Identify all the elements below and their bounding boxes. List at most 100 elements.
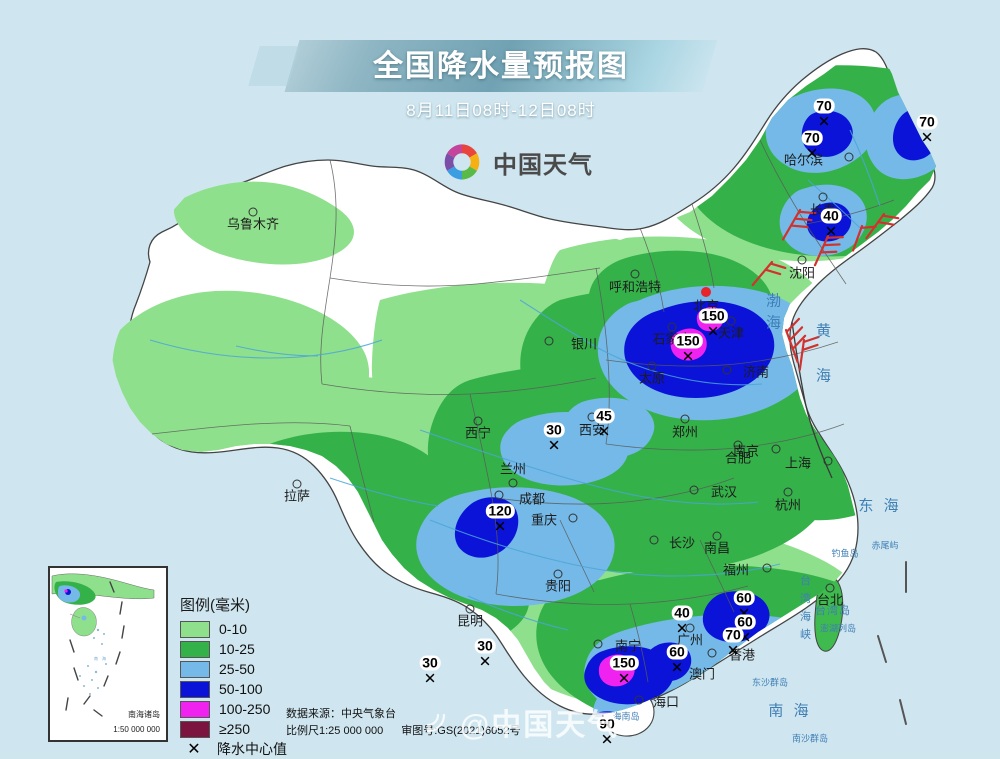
sea-label: 黄 (815, 322, 835, 340)
precip-center-value-text: 70 (813, 98, 835, 114)
city-label: 贵阳 (544, 578, 572, 594)
city-marker (680, 414, 690, 424)
city-label: 太原 (638, 370, 666, 386)
svg-text:南 海: 南 海 (94, 655, 106, 661)
legend-row: 10-25 (180, 639, 300, 659)
city-marker (647, 361, 657, 371)
precip-center-value[interactable]: ✕ 90 (596, 716, 618, 748)
south-sea-boundary-dashes (877, 561, 907, 725)
precip-center-value[interactable]: ✕60 (734, 614, 756, 646)
precip-center-x-icon: ✕ (805, 145, 819, 163)
city-label: 呼和浩特 (608, 279, 662, 295)
precip-center-x-icon: ✕ (547, 437, 561, 455)
city-marker (701, 287, 711, 297)
precip-center-x-icon: ✕ (617, 670, 631, 688)
sea-label: 海 (800, 611, 812, 623)
precip-center-value-text: 60 (734, 614, 756, 630)
legend-swatch (180, 700, 210, 718)
city-marker (712, 531, 722, 541)
legend: 图例(毫米) 0-10 10-25 25-50 50-100 100-250 ≥250 ✕… (176, 592, 300, 758)
sea-label: 台 (800, 575, 812, 587)
city-label: 南昌 (703, 540, 731, 556)
forecast-period: 8月11日08时-12日08时 (406, 101, 596, 120)
precip-center-value[interactable]: ✕ 150 (609, 655, 639, 687)
map-scale: 比例尺1:25 000 000 (286, 725, 384, 737)
precip-center-value-text: 60 (733, 590, 755, 606)
precip-center-value[interactable]: ✕ 150 (698, 308, 728, 340)
precip-center-value-text: 60 (666, 644, 688, 660)
precip-center-x-icon: ✕ (824, 223, 838, 241)
rivers (149, 129, 881, 631)
sea-label: 海南岛 (612, 711, 640, 722)
precip-center-x-icon: ✕ (817, 113, 831, 131)
precip-center-value-text: 45 (593, 408, 615, 424)
precip-center-value[interactable]: ✕60 (733, 590, 755, 622)
precip-center-value[interactable]: ✕ 30 (419, 655, 441, 687)
city-label: 西宁 (464, 425, 492, 441)
city-marker (707, 648, 717, 658)
precip-center-value[interactable]: ✕ 30 (474, 638, 496, 670)
precip-center-value[interactable]: ✕60 (666, 644, 688, 676)
precip-center-value-text: 40 (820, 208, 842, 224)
legend-row: 50-100 (180, 679, 300, 699)
city-label: 郑州 (671, 424, 699, 440)
sea-label: 湾 (800, 593, 812, 605)
city-label: 成都 (519, 491, 546, 507)
inset-map-graphic: 南 海 (50, 568, 162, 736)
precip-center-value[interactable]: ✕ 70 (801, 130, 823, 162)
brand-name: 中国天气 (493, 151, 593, 179)
precip-center-icon: ✕ (187, 741, 201, 758)
brand-logo: 中国天气 (440, 140, 593, 184)
city-marker (630, 269, 640, 279)
legend-label: 10-25 (219, 641, 255, 657)
city-marker (465, 604, 475, 614)
city-marker (733, 440, 743, 450)
legend-swatch (180, 620, 210, 638)
city-marker (544, 336, 554, 346)
legend-swatch (180, 660, 210, 678)
legend-center-marker-row: ✕ 降水中心值 (180, 739, 300, 759)
sea-label: 南沙群岛 (791, 733, 829, 744)
legend-row: 25-50 (180, 659, 300, 679)
precip-center-x-icon: ✕ (675, 620, 689, 638)
precip-center-value[interactable]: ✕ 120 (485, 503, 515, 535)
sea-label: 东沙群岛 (751, 677, 789, 688)
city-marker (825, 583, 835, 593)
precip-center-value-text: 70 (722, 627, 744, 643)
precip-center-x-icon: ✕ (493, 518, 507, 536)
precip-center-value[interactable]: ✕ 45 (593, 408, 615, 440)
sea-label: 赤尾屿 (871, 540, 899, 551)
precip-center-value-text: 120 (485, 503, 515, 519)
sea-label: 钓鱼岛 (831, 548, 859, 559)
south-china-sea-inset[interactable]: 南 海 南海诸岛 1:50 000 000 (48, 566, 168, 742)
city-marker (823, 456, 833, 466)
precip-center-value[interactable]: ✕ 150 (673, 333, 703, 365)
precip-center-x-icon: ✕ (670, 659, 684, 677)
precip-center-x-icon: ✕ (706, 323, 720, 341)
precip-center-value[interactable]: ✕ 40 (820, 208, 842, 240)
precip-center-value-text: 150 (609, 655, 639, 671)
legend-label: 100-250 (219, 701, 271, 717)
city-marker (494, 490, 504, 500)
city-label: 乌鲁木齐 (226, 216, 280, 232)
city-marker (292, 479, 302, 489)
city-label: 西安 (578, 422, 606, 438)
city-label: 上海 (784, 455, 811, 471)
sea-label: 台湾岛 (815, 605, 851, 617)
province-borders (151, 139, 895, 683)
precip-center-value[interactable]: ✕ 30 (543, 422, 565, 454)
precip-center-value[interactable]: ✕ 40 (671, 605, 693, 637)
city-label: 南宁 (615, 638, 642, 654)
city-label: 济南 (743, 364, 770, 380)
city-label: 武汉 (711, 484, 738, 500)
city-marker (248, 207, 258, 217)
city-marker (508, 478, 518, 488)
precip-center-value-text: 40 (671, 605, 693, 621)
precip-center-value[interactable]: ✕ 70 (813, 98, 835, 130)
city-label: 澳门 (688, 666, 716, 682)
footer: 数据来源：中央气象台 比例尺1:25 000 000 审图号:GS(2021)6… (286, 706, 520, 740)
precip-center-value[interactable]: ✕ 70 (722, 627, 744, 659)
precip-center-value-text: 30 (543, 422, 565, 438)
precip-center-value[interactable]: ✕ 70 (916, 114, 938, 146)
legend-label: 0-10 (219, 621, 248, 637)
